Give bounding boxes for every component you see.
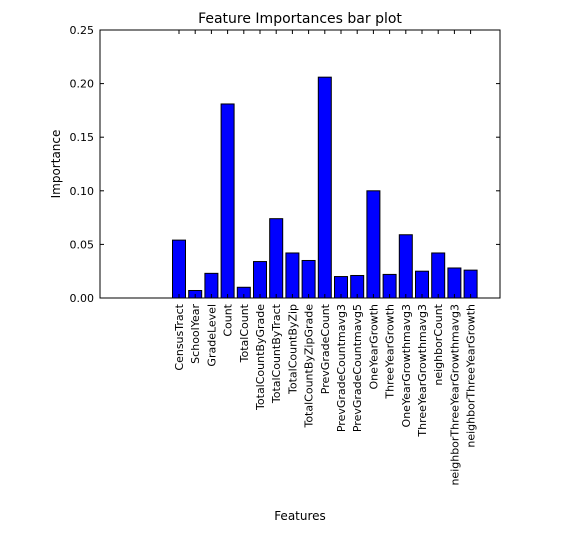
x-axis-ticks: CensusTract SchoolYear GradeLevel Count Tota… [173, 30, 478, 486]
chart-title: Feature Importances bar plot [198, 11, 402, 27]
x-tick-label: ThreeYearGrowth [384, 304, 397, 400]
bar-TotalCountByGrade [253, 261, 267, 299]
y-tick-label: 0.00 [70, 292, 95, 305]
bar-TotalCountByZipGrade [301, 259, 316, 299]
bar-neighborThreeYearGrowthmavg3 [447, 267, 462, 299]
y-axis-label: Importance [49, 130, 63, 199]
y-tick-label: 0.20 [70, 78, 95, 91]
x-tick-label: neighborThreeYearGrowth [465, 304, 478, 448]
x-tick-label: TotalCount [238, 303, 251, 363]
y-tick-label: 0.10 [70, 185, 95, 198]
x-tick-label: PrevGradeCountmavg5 [351, 304, 364, 432]
bar-Count [220, 103, 235, 299]
x-tick-label: neighborThreeYearGrowthmavg3 [448, 304, 461, 486]
bar-neighborCount [431, 252, 446, 299]
y-tick-label: 0.15 [70, 131, 95, 144]
bar-OneYearGrowthmavg3 [398, 234, 413, 299]
bar-TotalCountByTract [269, 218, 284, 299]
y-tick-label: 0.25 [70, 24, 95, 37]
x-tick-label: Count [222, 303, 235, 336]
x-tick-label: SchoolYear [189, 304, 202, 364]
y-axis-ticks: 0.00 0.05 0.10 0.15 0.20 0.25 [70, 24, 500, 305]
bar-OneYearGrowth [366, 190, 381, 299]
bar-CensusTract [172, 239, 186, 299]
x-tick-label: ThreeYearGrowthmavg3 [416, 304, 429, 438]
x-tick-label: TotalCountByGrade [254, 304, 267, 411]
x-tick-label: OneYearGrowth [367, 304, 380, 390]
bar-TotalCountByZip [285, 252, 300, 299]
x-tick-label: CensusTract [173, 303, 186, 370]
x-tick-label: TotalCountByZipGrade [303, 304, 316, 429]
bar-PrevGradeCount [317, 76, 332, 299]
x-tick-label: neighborCount [432, 303, 445, 385]
x-tick-label: GradeLevel [205, 304, 218, 367]
y-tick-label: 0.05 [70, 238, 95, 251]
x-axis-label: Features [274, 509, 326, 523]
x-tick-label: PrevGradeCountmavg3 [335, 304, 348, 432]
bars [172, 76, 478, 299]
x-tick-label: OneYearGrowthmavg3 [400, 304, 413, 427]
bar-neighborThreeYearGrowth [463, 269, 478, 299]
plot-frame [99, 29, 501, 299]
x-tick-label: TotalCountByZip [286, 304, 299, 395]
x-tick-label: TotalCountByTract [270, 303, 283, 404]
x-tick-label: PrevGradeCount [319, 303, 332, 394]
bar-ThreeYearGrowthmavg3 [415, 270, 429, 299]
